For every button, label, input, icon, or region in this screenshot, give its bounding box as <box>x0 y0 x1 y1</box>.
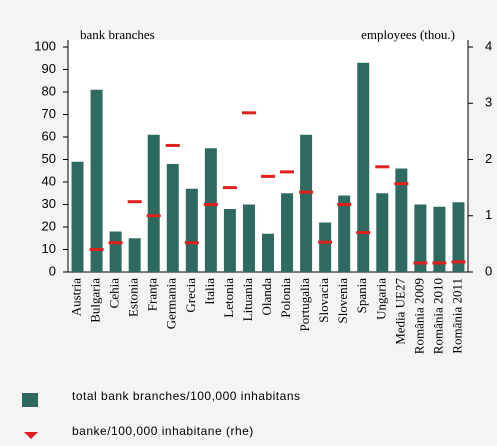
x-tick-label: Spania <box>354 278 369 314</box>
x-tick-label: Lituania <box>240 278 255 322</box>
bar <box>90 89 103 272</box>
marker <box>203 203 218 206</box>
y2-tick-label: 3 <box>485 95 492 110</box>
marker <box>241 111 256 115</box>
bar <box>300 134 313 272</box>
x-tick-label: România 2010 <box>430 278 445 354</box>
x-tick-label: Media UE27 <box>392 278 407 345</box>
y2-tick-label: 4 <box>485 38 492 53</box>
x-tick-label: Italia <box>202 278 217 305</box>
marker <box>356 231 371 235</box>
marker <box>165 143 180 147</box>
legend-label: total bank branches/100,000 inhabitans <box>72 389 301 403</box>
y2-tick-label: 2 <box>485 151 492 166</box>
bar <box>166 164 179 272</box>
marker <box>261 174 275 178</box>
x-tick-label: Olanda <box>259 278 274 316</box>
marker <box>413 261 428 265</box>
x-tick-label: Grecia <box>183 278 198 313</box>
bar <box>185 188 198 272</box>
marker <box>451 260 466 264</box>
bar <box>204 148 217 272</box>
x-tick-label: Germania <box>164 278 179 329</box>
bar <box>395 168 408 272</box>
marker <box>394 182 409 186</box>
marker <box>432 261 447 265</box>
y-tick-label: 40 <box>42 173 56 188</box>
bar <box>376 193 389 272</box>
marker <box>127 200 142 204</box>
x-tick-label: Slovacia <box>316 278 331 323</box>
annotation: employees (thou.) <box>361 27 455 42</box>
y-tick-label: 70 <box>42 106 56 121</box>
x-tick-label: Polonia <box>278 278 293 318</box>
marker <box>108 241 123 245</box>
x-tick-label: Letonia <box>221 278 236 318</box>
y2-tick-label: 0 <box>485 263 492 278</box>
bar <box>109 231 122 272</box>
legend-label: banke/100,000 inhabitane (rhe) <box>72 424 254 438</box>
marker <box>375 165 390 169</box>
y-tick-label: 100 <box>34 38 56 53</box>
bar <box>433 206 446 272</box>
annotation: bank branches <box>80 27 155 42</box>
marker <box>184 241 199 245</box>
x-tick-label: România 2009 <box>411 278 426 354</box>
x-tick-label: Franța <box>145 278 160 311</box>
bar <box>338 195 351 272</box>
bar <box>414 204 427 272</box>
marker <box>222 186 237 190</box>
x-tick-label: Bulgaria <box>88 278 103 323</box>
legend-marker <box>24 432 38 439</box>
bar <box>452 202 465 272</box>
bar <box>281 193 294 272</box>
bar <box>128 238 141 272</box>
marker <box>146 214 161 218</box>
y-tick-label: 80 <box>42 83 56 98</box>
x-tick-label: Portugalia <box>297 278 312 332</box>
legend-marker <box>22 393 38 407</box>
x-tick-label: Austria <box>69 278 84 317</box>
y-tick-label: 20 <box>42 218 56 233</box>
y2-tick-label: 1 <box>485 207 492 222</box>
x-tick-label: Ungaria <box>373 278 388 320</box>
x-tick-label: Cehia <box>107 278 122 309</box>
bar <box>319 222 332 272</box>
x-tick-label: Estonia <box>126 278 141 317</box>
y-tick-label: 10 <box>42 241 56 256</box>
bar <box>223 209 236 272</box>
marker <box>89 248 104 251</box>
marker <box>280 170 295 174</box>
marker <box>299 190 314 194</box>
x-tick-label: România 2011 <box>449 278 464 354</box>
bar <box>262 233 274 272</box>
bar <box>357 62 370 272</box>
marker <box>337 203 352 206</box>
x-tick-label: Slovenia <box>335 278 350 324</box>
y-tick-label: 30 <box>42 196 56 211</box>
bar <box>147 134 160 272</box>
y-tick-label: 0 <box>49 263 56 278</box>
marker <box>318 240 333 244</box>
bar <box>71 161 84 272</box>
y-tick-label: 60 <box>42 128 56 143</box>
y-tick-label: 90 <box>42 61 56 76</box>
bar <box>242 204 255 272</box>
y-tick-label: 50 <box>42 151 56 166</box>
